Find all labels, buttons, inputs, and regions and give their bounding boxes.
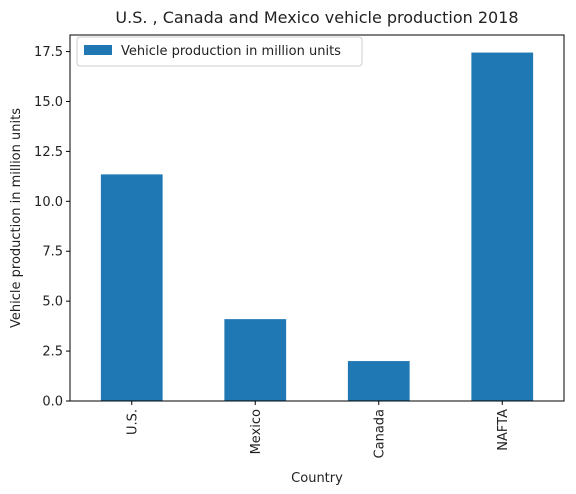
y-tick-label: 0.0 — [42, 395, 63, 410]
plot-frame — [69, 34, 565, 402]
y-tick-label: 7.5 — [42, 245, 63, 260]
y-axis-title: Vehicle production in million units — [9, 108, 24, 328]
x-tick-label: Mexico — [249, 409, 264, 454]
bar-mexico — [224, 319, 287, 401]
y-tick-label: 17.5 — [34, 45, 63, 60]
x-tick-label: Canada — [372, 409, 387, 458]
y-tick-label: 10.0 — [34, 195, 63, 210]
y-tick-label: 5.0 — [42, 295, 63, 310]
bars-group — [100, 52, 534, 401]
y-tick-label: 2.5 — [42, 345, 63, 360]
legend-label: Vehicle production in million units — [121, 44, 341, 59]
x-tick-label: U.S. — [125, 409, 140, 435]
legend-swatch — [84, 45, 112, 55]
y-axis-ticks: 0.0 2.5 5.0 7.5 10.0 12.5 15.0 17.5 — [34, 45, 70, 410]
x-axis-ticks: U.S. Mexico Canada NAFTA — [125, 401, 511, 458]
y-tick-label: 12.5 — [34, 145, 63, 160]
y-tick-label: 15.0 — [34, 95, 63, 110]
x-axis-title: Country — [291, 471, 343, 486]
bar-u-s — [100, 174, 163, 401]
bar-canada — [347, 361, 410, 401]
x-tick-label: NAFTA — [496, 409, 511, 451]
bar-nafta — [471, 52, 534, 401]
legend: Vehicle production in million units — [76, 36, 363, 67]
legend-box — [76, 36, 363, 67]
chart-title: U.S. , Canada and Mexico vehicle product… — [115, 8, 518, 27]
